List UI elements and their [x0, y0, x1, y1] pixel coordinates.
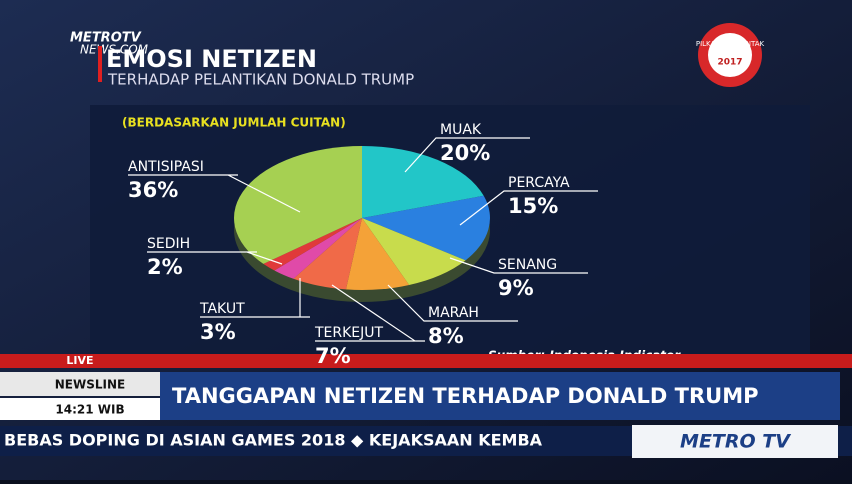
slice-label: MARAH [428, 305, 479, 321]
value-label: 15% [508, 194, 558, 218]
badge-text: PILKADA SERENTAK [696, 40, 765, 48]
slice-label: SEDIH [147, 236, 190, 252]
title-accent [98, 46, 102, 82]
leader-line [128, 174, 301, 213]
leader-line [315, 284, 425, 342]
leader-line [200, 278, 310, 318]
slice-label: SENANG [498, 257, 557, 273]
value-label: 2% [147, 255, 183, 279]
pie [233, 146, 490, 290]
leader-line [147, 251, 283, 265]
pie-slice [263, 218, 362, 271]
headline-box [160, 372, 840, 420]
leader-line [404, 137, 530, 173]
slice-label: ANTISIPASI [128, 159, 204, 175]
channel-logo-box [632, 425, 838, 458]
channel-logo: METRO TV [680, 431, 791, 453]
slice-label: TAKUT [199, 301, 245, 317]
value-label: 36% [128, 178, 178, 202]
chart-subtitle: TERHADAP PELANTIKAN DONALD TRUMP [107, 71, 414, 89]
pie-slice [274, 218, 362, 279]
pie-slice [362, 195, 490, 261]
headline: TANGGAPAN NETIZEN TERHADAP DONALD TRUMP [172, 384, 759, 408]
value-label: 3% [200, 320, 236, 344]
pie-slice [345, 218, 410, 290]
value-label: 9% [498, 276, 534, 300]
time-box [0, 398, 160, 420]
time: 14:21 WIB [55, 403, 124, 417]
value-label: 8% [428, 324, 464, 348]
newsline-box [0, 372, 160, 396]
newsline-label: NEWSLINE [55, 378, 125, 392]
logo: METROTV [70, 31, 142, 46]
value-label: 7% [315, 344, 351, 368]
badge-text: 2017 [717, 58, 742, 68]
chart-note: (BERDASARKAN JUMLAH CUITAN) [122, 116, 346, 130]
live-bar [0, 354, 852, 368]
pie-slice [233, 146, 362, 264]
pie-slice [293, 218, 362, 290]
slice-label: PERCAYA [508, 175, 570, 191]
ticker: BEBAS DOPING DI ASIAN GAMES 2018 ◆ KEJAK… [4, 431, 543, 450]
live-label: LIVE [66, 354, 93, 367]
logo: NEWS.COM [80, 43, 149, 57]
pie-slice [362, 218, 466, 285]
chart-title: EMOSI NETIZEN [106, 45, 317, 73]
leader-line [459, 190, 598, 226]
leader-line [387, 284, 518, 322]
pie-slice [362, 146, 484, 218]
value-label: 20% [440, 141, 490, 165]
leader-line [449, 257, 588, 274]
badge [708, 33, 752, 77]
slice-label: MUAK [440, 122, 482, 138]
slice-label: TERKEJUT [314, 325, 384, 341]
